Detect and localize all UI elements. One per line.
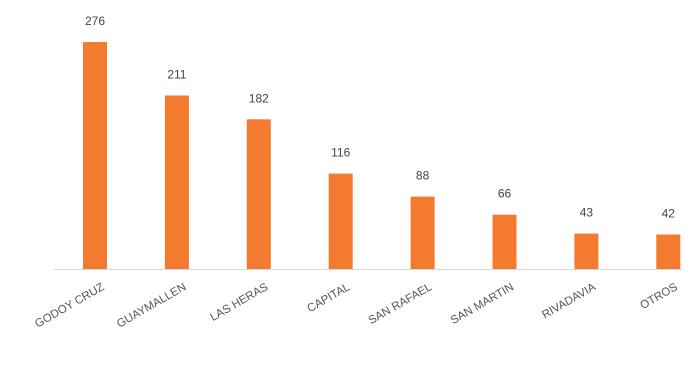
value-label-san-rafael: 88: [416, 169, 430, 183]
bar-san-rafael: [410, 196, 435, 269]
category-label-guaymallen: GUAYMALLEN: [115, 281, 188, 330]
bar-las-heras: [246, 119, 271, 269]
bar-godoy-cruz: [83, 42, 107, 269]
value-label-capital: 116: [331, 146, 350, 160]
value-label-rivadavia: 43: [580, 206, 594, 220]
category-label-las-heras: LAS HERAS: [208, 281, 270, 324]
bar-rivadavia: [574, 233, 599, 269]
value-label-godoy-cruz: 276: [85, 14, 105, 28]
bar-otros: [656, 234, 681, 269]
value-label-las-heras: 182: [249, 91, 269, 105]
value-labels-group: 276 211 182 116 88 66 43 42: [85, 14, 675, 221]
category-label-rivadavia: RIVADAVIA: [540, 281, 598, 321]
category-labels-group: GODOY CRUZ GUAYMALLEN LAS HERAS CAPITAL SAN …: [33, 281, 680, 331]
bar-guaymallen: [164, 95, 189, 269]
category-label-san-rafael: SAN RAFAEL: [367, 281, 435, 327]
bar-capital: [328, 173, 353, 269]
value-label-otros: 42: [662, 207, 676, 221]
category-label-san-martin: SAN MARTIN: [449, 281, 516, 327]
bar-san-martin: [492, 214, 517, 269]
category-label-otros: OTROS: [638, 281, 680, 312]
category-label-capital: CAPITAL: [305, 281, 352, 315]
value-label-guaymallen: 211: [167, 68, 186, 82]
bars-group: [83, 42, 681, 269]
category-label-godoy-cruz: GODOY CRUZ: [33, 281, 106, 330]
value-label-san-martin: 66: [498, 187, 512, 201]
